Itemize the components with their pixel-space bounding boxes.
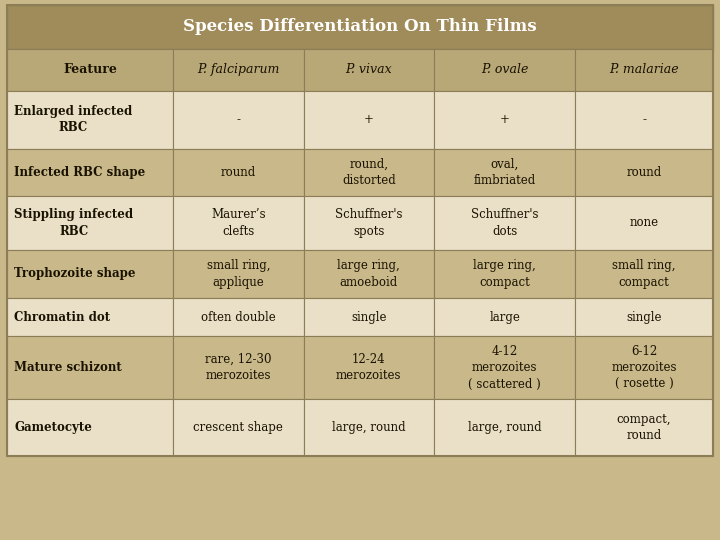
Text: +: + — [364, 113, 374, 126]
Text: small ring,
compact: small ring, compact — [612, 259, 676, 289]
Bar — [7, 5, 713, 49]
Text: 6-12
merozoites
( rosette ): 6-12 merozoites ( rosette ) — [611, 345, 677, 390]
Bar — [7, 5, 713, 456]
Text: Mature schizont: Mature schizont — [14, 361, 122, 374]
Text: large ring,
compact: large ring, compact — [473, 259, 536, 289]
Bar — [7, 336, 173, 399]
Bar — [173, 399, 304, 456]
Bar — [304, 91, 434, 148]
Text: Species Differentiation On Thin Films: Species Differentiation On Thin Films — [183, 18, 537, 36]
Text: +: + — [500, 113, 510, 126]
Text: -: - — [236, 113, 240, 126]
Bar — [434, 336, 575, 399]
Text: crescent shape: crescent shape — [194, 421, 283, 434]
Text: round: round — [220, 166, 256, 179]
Bar — [575, 249, 713, 298]
Text: Maurer’s
clefts: Maurer’s clefts — [211, 208, 266, 238]
Bar — [304, 336, 434, 399]
Bar — [304, 196, 434, 249]
Bar — [434, 399, 575, 456]
Bar — [434, 196, 575, 249]
Text: small ring,
applique: small ring, applique — [207, 259, 270, 289]
Bar — [173, 91, 304, 148]
Bar — [304, 148, 434, 196]
Text: Feature: Feature — [63, 63, 117, 76]
Text: P. falciparum: P. falciparum — [197, 63, 279, 76]
Bar — [173, 298, 304, 336]
Bar — [575, 91, 713, 148]
Bar — [173, 249, 304, 298]
Bar — [7, 91, 173, 148]
Text: 4-12
merozoites
( scattered ): 4-12 merozoites ( scattered ) — [468, 345, 541, 390]
Text: Schuffner's
dots: Schuffner's dots — [471, 208, 539, 238]
Bar — [304, 399, 434, 456]
Text: P. ovale: P. ovale — [481, 63, 528, 76]
Text: Gametocyte: Gametocyte — [14, 421, 92, 434]
Text: -: - — [642, 113, 646, 126]
Bar — [434, 49, 575, 91]
Bar — [173, 196, 304, 249]
Bar — [7, 249, 173, 298]
Bar — [575, 298, 713, 336]
Bar — [575, 148, 713, 196]
Bar — [173, 49, 304, 91]
Text: rare, 12-30
merozoites: rare, 12-30 merozoites — [205, 353, 271, 382]
Bar — [434, 249, 575, 298]
Text: round: round — [626, 166, 662, 179]
Bar — [434, 298, 575, 336]
Bar — [304, 298, 434, 336]
Bar — [7, 148, 173, 196]
Text: none: none — [629, 217, 659, 230]
Text: P. malariae: P. malariae — [609, 63, 679, 76]
Bar — [304, 49, 434, 91]
Text: oval,
fimbriated: oval, fimbriated — [474, 158, 536, 187]
Bar — [7, 49, 173, 91]
Text: Trophozoite shape: Trophozoite shape — [14, 267, 136, 280]
Bar — [575, 336, 713, 399]
Text: Stippling infected
RBC: Stippling infected RBC — [14, 208, 133, 238]
Text: large, round: large, round — [332, 421, 405, 434]
Bar — [7, 298, 173, 336]
Text: single: single — [626, 310, 662, 323]
Bar — [173, 148, 304, 196]
Bar — [434, 148, 575, 196]
Bar — [7, 196, 173, 249]
Text: P. vivax: P. vivax — [346, 63, 392, 76]
Bar — [304, 249, 434, 298]
Text: round,
distorted: round, distorted — [342, 158, 396, 187]
Bar — [575, 399, 713, 456]
Text: large ring,
amoeboid: large ring, amoeboid — [338, 259, 400, 289]
Text: large, round: large, round — [468, 421, 541, 434]
Text: single: single — [351, 310, 387, 323]
Bar — [7, 399, 173, 456]
Text: Schuffner's
spots: Schuffner's spots — [335, 208, 402, 238]
Bar — [173, 336, 304, 399]
Text: Infected RBC shape: Infected RBC shape — [14, 166, 145, 179]
Text: 12-24
merozoites: 12-24 merozoites — [336, 353, 402, 382]
Text: Enlarged infected
RBC: Enlarged infected RBC — [14, 105, 132, 134]
Bar — [434, 91, 575, 148]
Text: compact,
round: compact, round — [617, 413, 671, 442]
Bar — [575, 49, 713, 91]
Bar — [575, 196, 713, 249]
Text: large: large — [489, 310, 520, 323]
Text: often double: often double — [201, 310, 276, 323]
Text: Chromatin dot: Chromatin dot — [14, 310, 111, 323]
